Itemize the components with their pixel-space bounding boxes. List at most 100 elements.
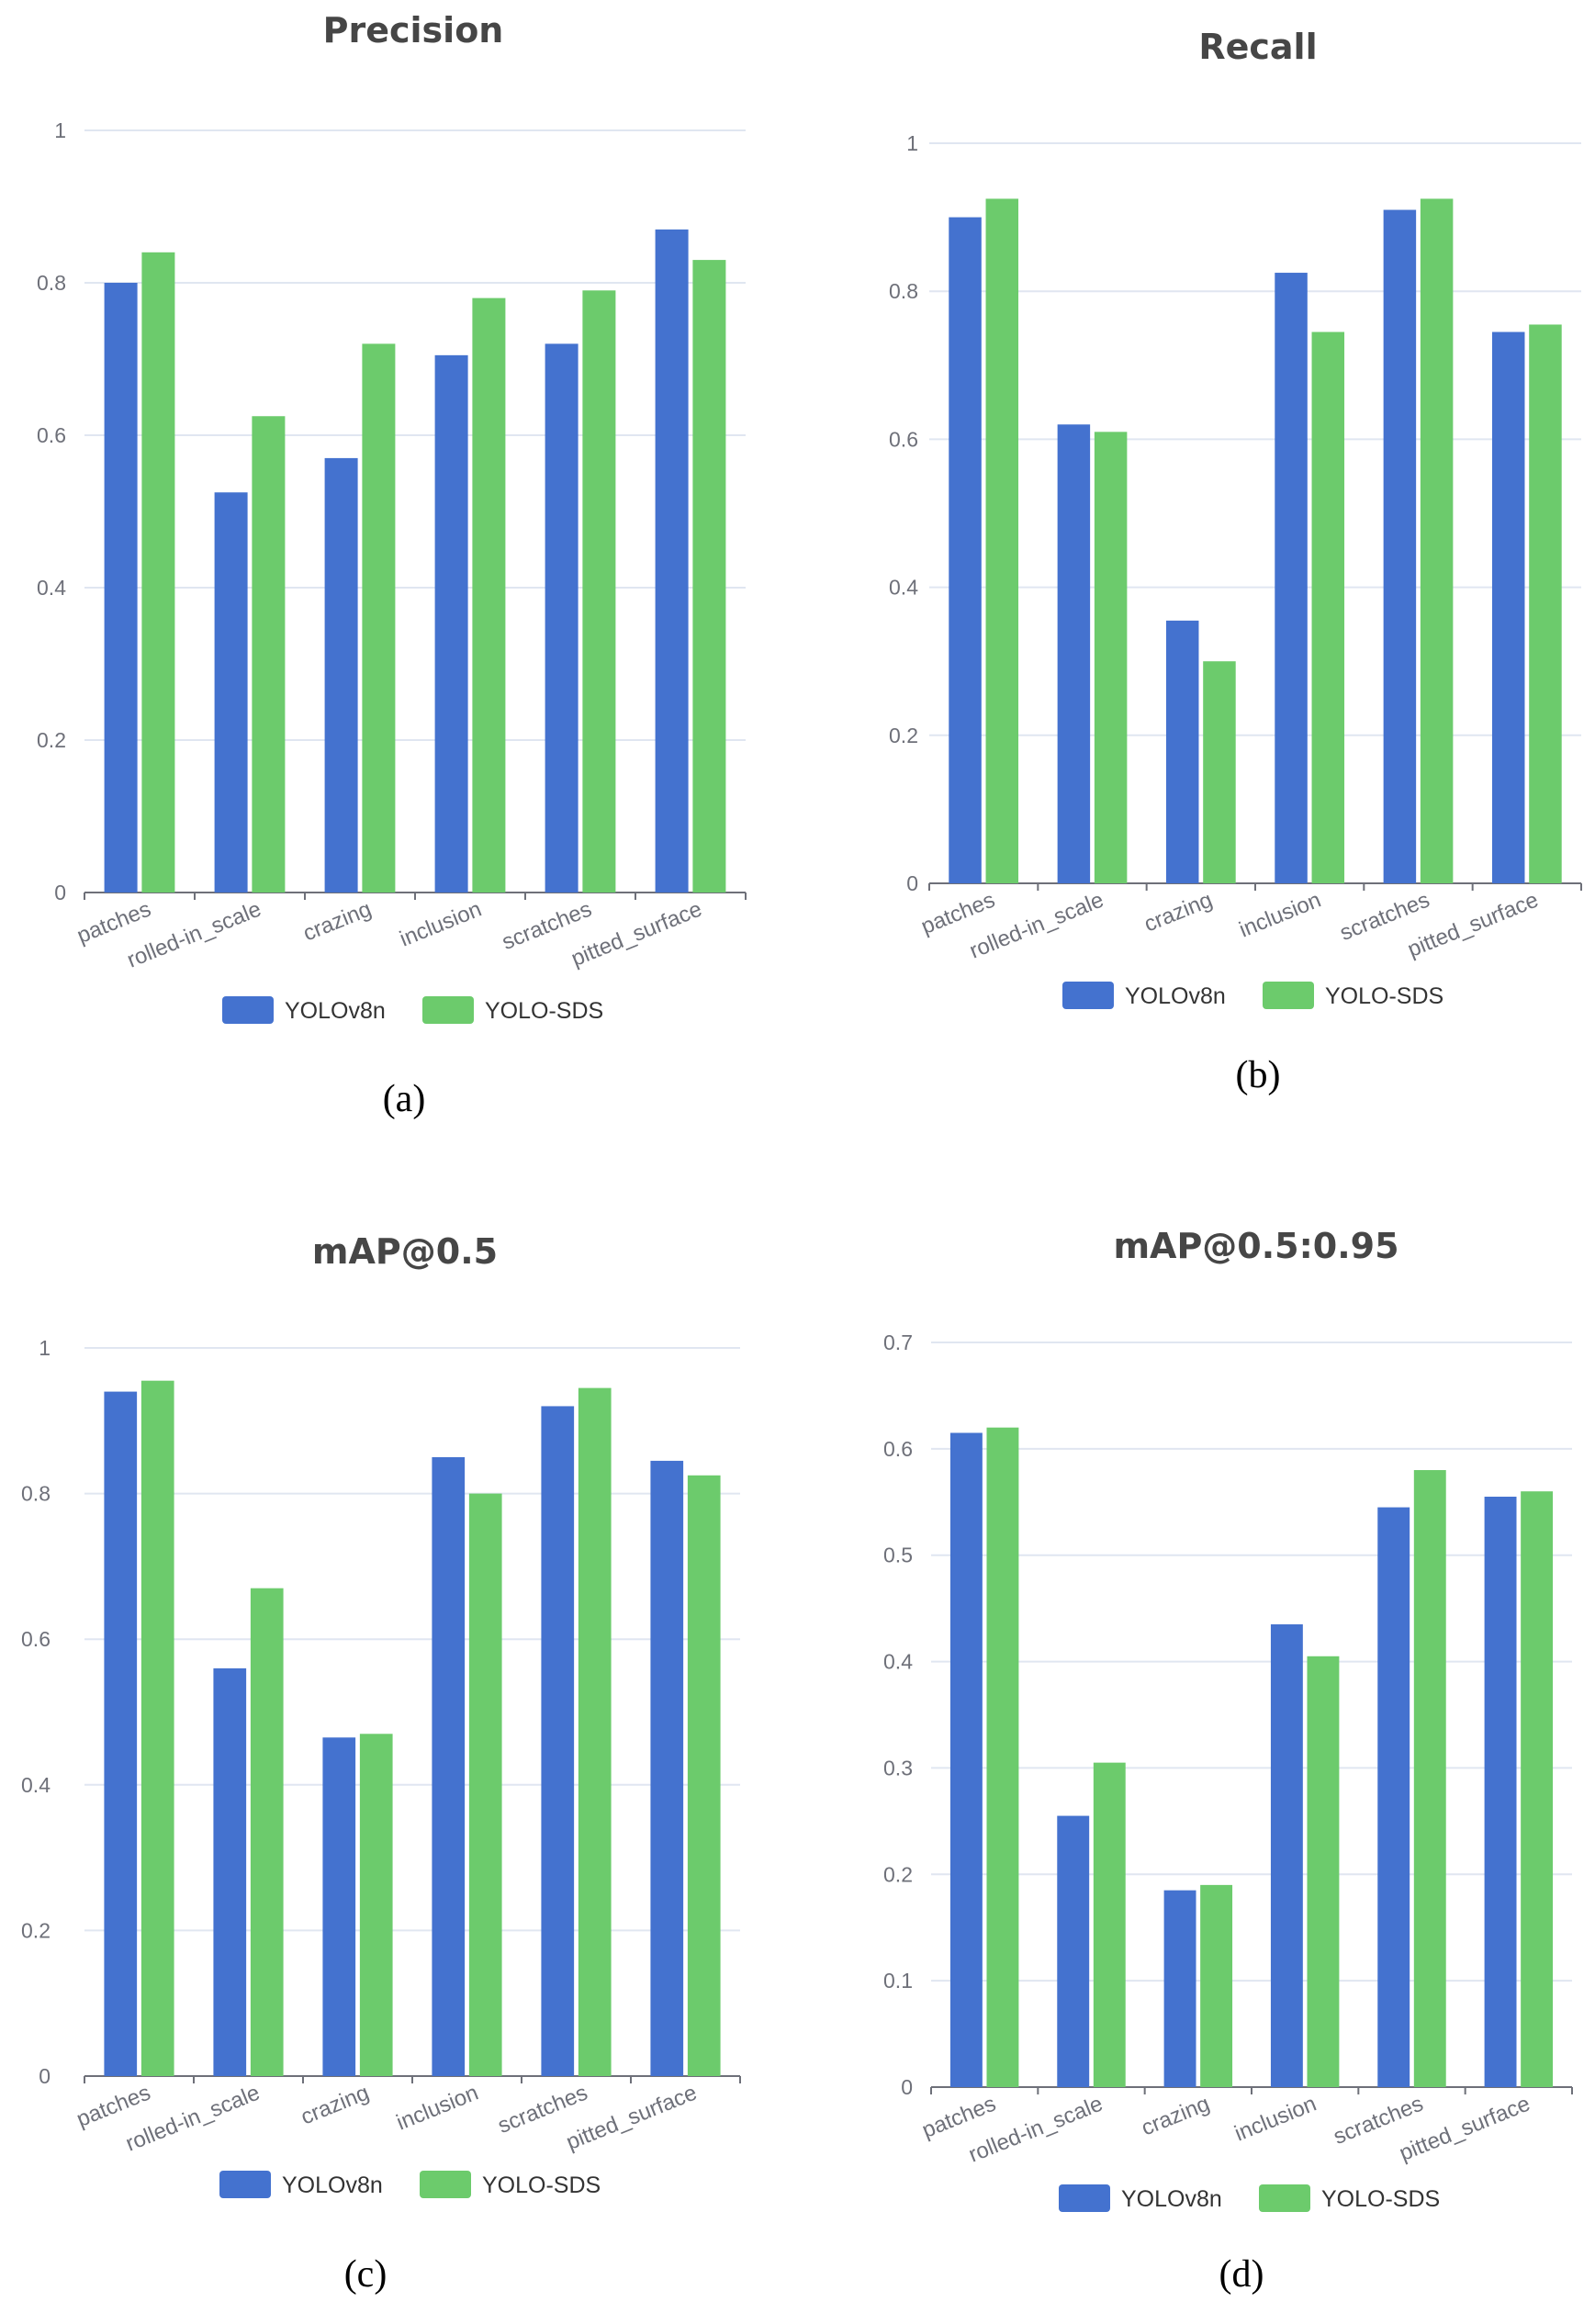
bar-yolo-sds-scratches bbox=[582, 290, 616, 893]
bar-yolov8n-scratches bbox=[1383, 209, 1417, 884]
legend-label-yolov8n: YOLOv8n bbox=[1121, 2186, 1222, 2212]
bar-yolov8n-rolled-in_scale bbox=[1057, 1815, 1090, 2087]
x-tick-label: patches bbox=[73, 2081, 154, 2133]
bar-yolo-sds-scratches bbox=[578, 1387, 612, 2076]
bar-yolo-sds-crazing bbox=[362, 343, 396, 893]
legend-swatch-yolov8n bbox=[1062, 982, 1114, 1009]
bar-yolov8n-crazing bbox=[1165, 620, 1199, 883]
panel-caption: (a) bbox=[383, 1078, 426, 1120]
x-tick-label: crazing bbox=[1140, 888, 1216, 937]
x-tick-label: inclusion bbox=[397, 897, 486, 952]
x-tick-label: inclusion bbox=[1231, 2092, 1320, 2147]
bar-yolo-sds-patches bbox=[985, 198, 1019, 883]
chart-title: mAP@0.5 bbox=[312, 1231, 498, 1272]
y-tick-label: 0.8 bbox=[889, 279, 918, 303]
y-tick-label: 0.5 bbox=[883, 1544, 913, 1567]
bar-yolo-sds-pitted_surface bbox=[692, 260, 726, 893]
bar-yolo-sds-pitted_surface bbox=[1521, 1491, 1554, 2087]
bar-yolov8n-patches bbox=[949, 1432, 983, 2087]
bar-yolov8n-rolled-in_scale bbox=[213, 1667, 247, 2076]
bar-yolo-sds-scratches bbox=[1420, 198, 1454, 883]
bar-yolo-sds-inclusion bbox=[1307, 1656, 1340, 2087]
bar-yolov8n-patches bbox=[949, 217, 982, 884]
y-tick-label: 0 bbox=[54, 881, 66, 904]
bar-yolov8n-inclusion bbox=[434, 354, 468, 893]
bar-yolov8n-pitted_surface bbox=[655, 229, 689, 893]
y-tick-label: 1 bbox=[54, 118, 66, 142]
legend-label-yolov8n: YOLOv8n bbox=[1125, 983, 1226, 1009]
y-tick-label: 0 bbox=[906, 871, 918, 895]
map50-95-panel: mAP@0.5:0.9500.10.20.30.40.50.60.7patche… bbox=[883, 1226, 1573, 2296]
bar-yolo-sds-inclusion bbox=[472, 298, 506, 893]
recall-panel: Recall00.20.40.60.81patchesrolled-in_sca… bbox=[889, 27, 1582, 1096]
bar-yolo-sds-crazing bbox=[1200, 1884, 1233, 2087]
bar-yolo-sds-patches bbox=[141, 252, 175, 893]
y-tick-label: 0.6 bbox=[21, 1627, 51, 1651]
bar-yolov8n-inclusion bbox=[432, 1456, 466, 2076]
bar-yolo-sds-crazing bbox=[359, 1734, 393, 2076]
chart-title: Recall bbox=[1198, 27, 1317, 67]
bar-yolo-sds-scratches bbox=[1413, 1470, 1446, 2087]
x-tick-label: patches bbox=[73, 897, 154, 949]
bar-yolo-sds-crazing bbox=[1203, 661, 1236, 883]
legend-swatch-yolov8n bbox=[1059, 2184, 1110, 2212]
bar-yolo-sds-rolled-in_scale bbox=[1093, 1762, 1126, 2087]
legend-label-yolo-sds: YOLO-SDS bbox=[482, 2172, 601, 2198]
bar-yolov8n-pitted_surface bbox=[650, 1460, 684, 2076]
y-tick-label: 0.4 bbox=[889, 576, 918, 600]
y-tick-label: 0.8 bbox=[37, 271, 66, 295]
precision-panel: Precision00.20.40.60.81patchesrolled-in_… bbox=[37, 10, 747, 1120]
bar-yolo-sds-rolled-in_scale bbox=[1094, 432, 1128, 883]
bar-yolo-sds-inclusion bbox=[468, 1493, 502, 2076]
legend-label-yolo-sds: YOLO-SDS bbox=[1321, 2186, 1440, 2212]
y-tick-label: 0.2 bbox=[889, 724, 918, 747]
bar-yolov8n-patches bbox=[104, 1391, 138, 2076]
y-tick-label: 0.6 bbox=[37, 423, 66, 447]
bar-yolov8n-inclusion bbox=[1275, 273, 1308, 883]
y-tick-label: 0 bbox=[39, 2064, 51, 2088]
panel-caption: (d) bbox=[1219, 2253, 1264, 2296]
legend-swatch-yolov8n bbox=[219, 2171, 271, 2198]
y-tick-label: 1 bbox=[906, 131, 918, 155]
y-tick-label: 0 bbox=[901, 2075, 913, 2099]
y-tick-label: 0.2 bbox=[37, 728, 66, 752]
legend-swatch-yolo-sds bbox=[420, 2171, 471, 2198]
bar-yolov8n-pitted_surface bbox=[1484, 1496, 1517, 2087]
bar-yolov8n-patches bbox=[104, 283, 138, 893]
y-tick-label: 0.4 bbox=[21, 1773, 51, 1797]
bar-yolov8n-crazing bbox=[1163, 1890, 1196, 2087]
y-tick-label: 0.8 bbox=[21, 1482, 51, 1506]
x-tick-label: inclusion bbox=[393, 2081, 482, 2136]
x-tick-label: inclusion bbox=[1236, 888, 1325, 943]
map50-panel: mAP@0.500.20.40.60.81patchesrolled-in_sc… bbox=[21, 1231, 741, 2296]
legend-swatch-yolo-sds bbox=[422, 996, 474, 1024]
y-tick-label: 1 bbox=[39, 1336, 51, 1360]
y-tick-label: 0.2 bbox=[21, 1918, 51, 1942]
y-tick-label: 0.3 bbox=[883, 1756, 913, 1779]
panel-caption: (b) bbox=[1236, 1054, 1281, 1096]
y-tick-label: 0.6 bbox=[883, 1437, 913, 1461]
x-tick-label: crazing bbox=[298, 2081, 373, 2130]
legend-swatch-yolo-sds bbox=[1259, 2184, 1310, 2212]
bar-yolov8n-inclusion bbox=[1270, 1624, 1303, 2087]
bar-yolo-sds-patches bbox=[986, 1427, 1019, 2087]
legend-label-yolo-sds: YOLO-SDS bbox=[485, 998, 603, 1024]
y-tick-label: 0.2 bbox=[883, 1862, 913, 1886]
bar-yolov8n-rolled-in_scale bbox=[1057, 424, 1091, 883]
panel-caption: (c) bbox=[344, 2253, 388, 2296]
bar-yolov8n-scratches bbox=[541, 1406, 575, 2076]
bar-yolo-sds-rolled-in_scale bbox=[252, 416, 286, 893]
legend-swatch-yolov8n bbox=[222, 996, 274, 1024]
bar-yolo-sds-pitted_surface bbox=[687, 1475, 721, 2076]
legend-label-yolo-sds: YOLO-SDS bbox=[1325, 983, 1443, 1009]
legend-swatch-yolo-sds bbox=[1263, 982, 1314, 1009]
bar-yolov8n-pitted_surface bbox=[1491, 331, 1525, 883]
chart-title: mAP@0.5:0.95 bbox=[1113, 1226, 1398, 1266]
y-tick-label: 0.7 bbox=[883, 1330, 913, 1354]
bar-yolo-sds-pitted_surface bbox=[1529, 324, 1562, 884]
x-tick-label: crazing bbox=[299, 897, 375, 947]
bar-yolov8n-scratches bbox=[545, 343, 578, 893]
legend-label-yolov8n: YOLOv8n bbox=[285, 998, 386, 1024]
legend-label-yolov8n: YOLOv8n bbox=[282, 2172, 383, 2198]
